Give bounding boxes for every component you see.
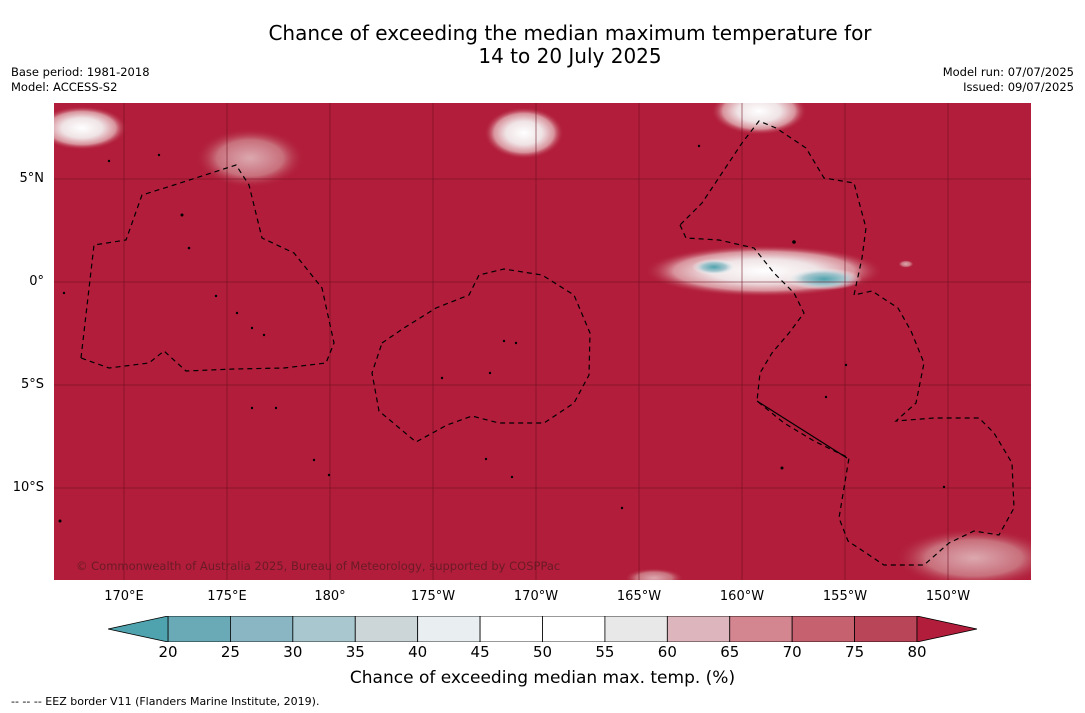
colorbar-segment [417,616,481,642]
colorbar-label: Chance of exceeding median max. temp. (%… [349,668,736,688]
patch-n1 [195,128,305,188]
patch-s [624,568,684,580]
colorbar-segments [167,616,918,642]
islands [58,144,946,523]
title-line-1: Chance of exceeding the median maximum t… [268,21,872,45]
colorbar [108,616,978,642]
model-run: Model run: 07/07/2025 [942,65,1074,79]
meta-right: Model run: 07/07/2025 Issued: 09/07/2025 [943,65,1074,95]
colorbar-segment [666,616,731,642]
lon-label-150w: 150°W [925,589,971,604]
colorbar-segment [604,616,668,642]
colorbar-segment [292,616,356,642]
colorbar-tick-label: 50 [532,643,553,661]
eez-solid-segment [756,400,848,459]
patch-eq-blue2 [786,268,862,290]
colorbar-low-arrow [108,616,169,642]
colorbar-segment [354,616,419,642]
anomaly-patches [54,103,1031,580]
lon-label-170e: 170°E [104,589,144,604]
patch-nw [54,106,127,150]
colorbar-segment [542,616,606,642]
lon-label-165w: 165°W [616,589,662,604]
colorbar-tick-label: 35 [345,643,365,661]
patch-n3 [711,103,807,135]
patch-se [894,528,1031,580]
colorbar-tick-label: 75 [845,643,865,661]
colorbar-tick-label: 60 [657,643,677,661]
lon-label-160w: 160°W [719,589,765,604]
colorbar-tick-label: 55 [595,643,615,661]
lat-label-5s: 5°S [20,377,44,392]
colorbar-tick-label: 70 [782,643,802,661]
base-period: Base period: 1981-2018 [11,65,150,79]
lat-label-10s: 10°S [12,480,44,495]
colorbar-high-arrow [916,616,978,642]
colorbar-tick-label: 25 [220,643,240,661]
lon-label-155w: 155°W [822,589,868,604]
colorbar-segment [729,616,793,642]
colorbar-tick-label: 45 [470,643,490,661]
colorbar-segment [230,616,294,642]
patch-small [898,260,914,268]
patch-n2 [484,107,564,159]
lat-label-0: 0° [29,274,44,289]
colorbar-segment [791,616,855,642]
title-line-2: 14 to 20 July 2025 [478,44,662,68]
map-svg: © Commonwealth of Australia 2025, Bureau… [54,103,1031,580]
model-name: Model: ACCESS-S2 [11,80,118,94]
colorbar-segment [479,616,543,642]
eez-legend-note: -- -- -- EEZ border V11 (Flanders Marine… [11,695,320,708]
colorbar-segment [854,616,918,642]
meta-left: Base period: 1981-2018 Model: ACCESS-S2 [11,65,150,95]
graticule [54,103,1031,580]
map-area: © Commonwealth of Australia 2025, Bureau… [54,103,1031,580]
lon-label-180: 180° [314,589,346,604]
map-copyright: © Commonwealth of Australia 2025, Bureau… [76,559,560,573]
colorbar-tick-label: 20 [158,643,178,661]
lon-label-175e: 175°E [207,589,247,604]
colorbar-tick-label: 30 [283,643,303,661]
lon-label-170w: 170°W [513,589,559,604]
lon-label-175w: 175°W [410,589,456,604]
eez-line-islands [679,120,1015,566]
eez-phoenix [371,268,591,443]
issued-date: Issued: 09/07/2025 [963,80,1074,94]
patch-eq-blue1 [692,259,736,275]
map-title: Chance of exceeding the median maximum t… [0,22,1085,68]
colorbar-segment [167,616,231,642]
lat-label-5n: 5°N [19,171,45,186]
eez-borders [80,120,1015,566]
colorbar-tick-label: 65 [720,643,740,661]
colorbar-tick-label: 80 [907,643,927,661]
eez-kiribati-gilbert [80,164,335,372]
colorbar-tick-label: 40 [408,643,428,661]
